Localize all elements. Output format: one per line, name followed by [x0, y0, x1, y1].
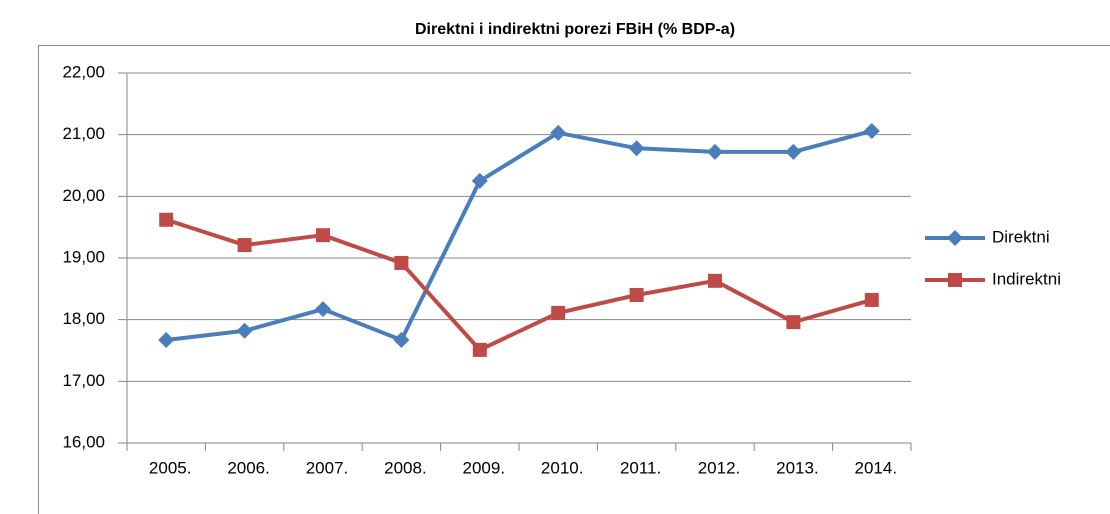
x-tick-label: 2007. — [306, 458, 349, 477]
chart-border — [38, 45, 1110, 514]
marker — [550, 124, 567, 141]
x-tick-label: 2008. — [384, 458, 427, 477]
marker — [629, 288, 644, 302]
x-tick-label: 2012. — [698, 458, 741, 477]
marker — [708, 273, 722, 288]
y-tick-label: 18,00 — [62, 309, 105, 328]
y-tick-label: 17,00 — [62, 371, 105, 390]
legend-label: Indirektni — [992, 269, 1061, 288]
marker — [316, 228, 330, 243]
y-tick-label: 21,00 — [62, 124, 105, 143]
marker — [393, 332, 410, 349]
series-line — [165, 217, 873, 352]
marker — [864, 292, 879, 307]
legend-label: Direktni — [992, 227, 1050, 246]
marker — [471, 172, 488, 189]
y-tick-label: 20,00 — [62, 186, 105, 205]
marker — [863, 122, 880, 139]
marker — [158, 332, 175, 349]
x-tick-label: 2006. — [227, 458, 270, 477]
marker — [947, 230, 963, 246]
marker — [628, 140, 645, 157]
marker — [551, 305, 566, 320]
series-line — [165, 129, 873, 343]
marker — [315, 301, 331, 318]
y-tick-label: 16,00 — [62, 432, 105, 451]
x-tick-label: 2014. — [855, 458, 898, 477]
marker — [707, 143, 723, 160]
y-tick-label: 19,00 — [62, 247, 105, 266]
marker — [159, 212, 174, 227]
marker — [785, 143, 802, 160]
chart-title: Direktni i indirektni porezi FBiH (% BDP… — [415, 21, 735, 38]
x-tick-label: 2010. — [541, 458, 584, 477]
marker — [786, 315, 801, 330]
x-tick-label: 2011. — [620, 458, 661, 477]
marker — [948, 273, 962, 287]
marker — [237, 238, 252, 253]
marker — [472, 342, 487, 357]
marker — [236, 322, 253, 339]
x-tick-label: 2013. — [776, 458, 819, 477]
marker — [394, 255, 409, 270]
x-tick-label: 2009. — [463, 458, 506, 477]
x-tick-label: 2005. — [149, 458, 192, 477]
y-tick-label: 22,00 — [62, 62, 105, 81]
